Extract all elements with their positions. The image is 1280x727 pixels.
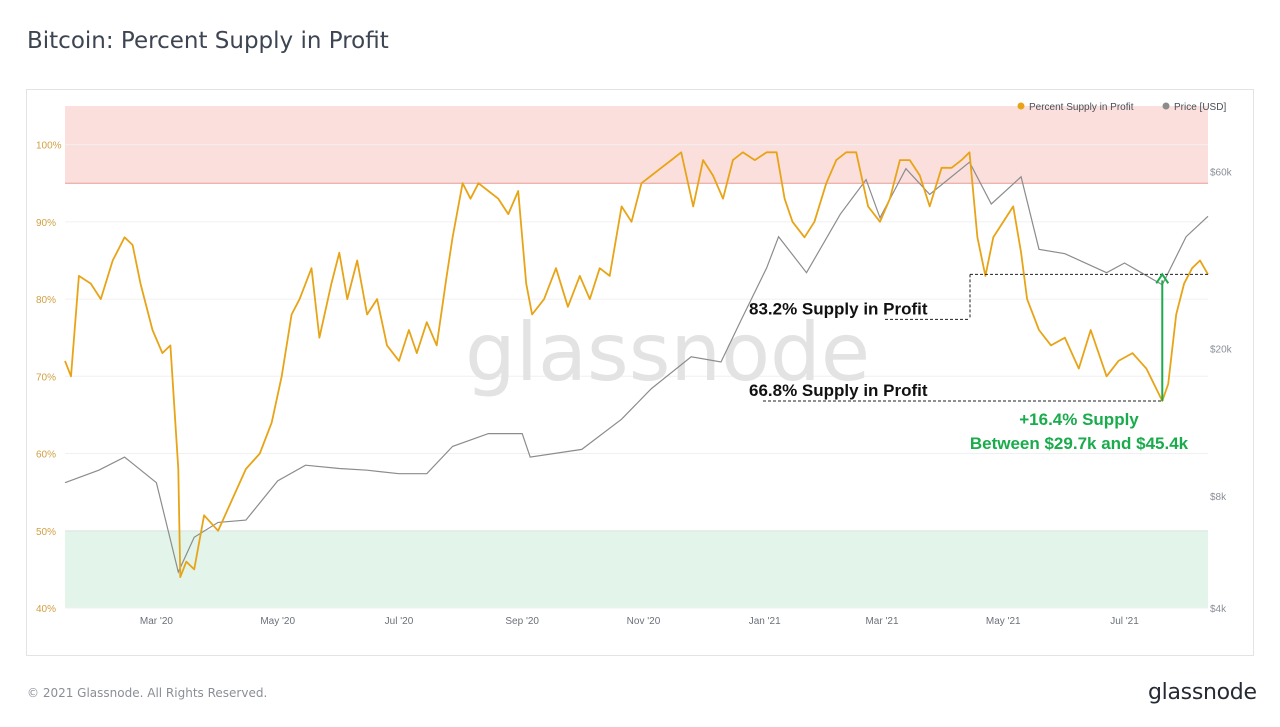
left-axis: 40% 50% 60% 70% 80% 90% 100% <box>36 141 62 615</box>
watermark: glassnode <box>465 306 870 399</box>
right-tick-label: $4k <box>1210 604 1227 615</box>
page-title: Bitcoin: Percent Supply in Profit <box>27 28 389 54</box>
gridlines <box>65 144 1208 609</box>
left-tick-label: 40% <box>36 604 56 615</box>
x-axis: Mar '20 May '20 Jul '20 Sep '20 Nov '20 Jan '… <box>140 616 1139 627</box>
right-tick-label: $60k <box>1210 167 1233 178</box>
x-tick-label: May '20 <box>260 616 295 627</box>
delta-annotation-line2: Between $29.7k and $45.4k <box>970 434 1189 453</box>
copyright-notice: © 2021 Glassnode. All Rights Reserved. <box>27 686 268 700</box>
price-series-line <box>64 161 1209 574</box>
low-annotation-label: 66.8% Supply in Profit <box>749 381 928 400</box>
x-tick-label: Sep '20 <box>505 616 539 627</box>
left-tick-label: 60% <box>36 450 56 461</box>
right-axis: $4k $8k $20k $60k <box>1210 167 1233 615</box>
legend-supply-marker <box>1017 102 1025 110</box>
chart-panel: glassnode 40% 50% 60% 70% 80% 90% 100% $4k $8k $… <box>26 89 1254 656</box>
left-tick-label: 100% <box>36 141 62 152</box>
brand-logo[interactable]: glassnode <box>1148 680 1257 705</box>
x-tick-label: Mar '21 <box>865 616 898 627</box>
x-tick-label: May '21 <box>986 616 1021 627</box>
legend-price-marker <box>1162 102 1170 110</box>
supply-series-line <box>64 151 1209 578</box>
x-tick-label: Jul '21 <box>1110 616 1139 627</box>
delta-arrow-head <box>1155 272 1170 284</box>
left-tick-label: 90% <box>36 218 56 229</box>
x-tick-label: Nov '20 <box>627 616 661 627</box>
left-tick-label: 50% <box>36 527 56 538</box>
x-tick-label: Jan '21 <box>749 616 781 627</box>
legend-supply-label[interactable]: Percent Supply in Profit <box>1029 102 1134 113</box>
left-tick-label: 70% <box>36 372 56 383</box>
high-annotation-label: 83.2% Supply in Profit <box>749 299 928 318</box>
legend: Percent Supply in Profit Price [USD] <box>1017 102 1226 113</box>
chart-canvas: glassnode 40%50%60%70%80%90%100% $4k$8k$… <box>36 102 1233 627</box>
right-tick-label: $20k <box>1210 345 1233 356</box>
x-tick-label: Jul '20 <box>385 616 414 627</box>
delta-annotation-line1: +16.4% Supply <box>1019 410 1139 429</box>
annotations: 83.2% Supply in Profit 66.8% Supply in Pr… <box>749 272 1208 453</box>
legend-price-label[interactable]: Price [USD] <box>1174 102 1226 113</box>
lower-band <box>65 530 1208 608</box>
left-tick-label: 80% <box>36 295 56 306</box>
x-tick-label: Mar '20 <box>140 616 173 627</box>
right-tick-label: $8k <box>1210 492 1227 503</box>
